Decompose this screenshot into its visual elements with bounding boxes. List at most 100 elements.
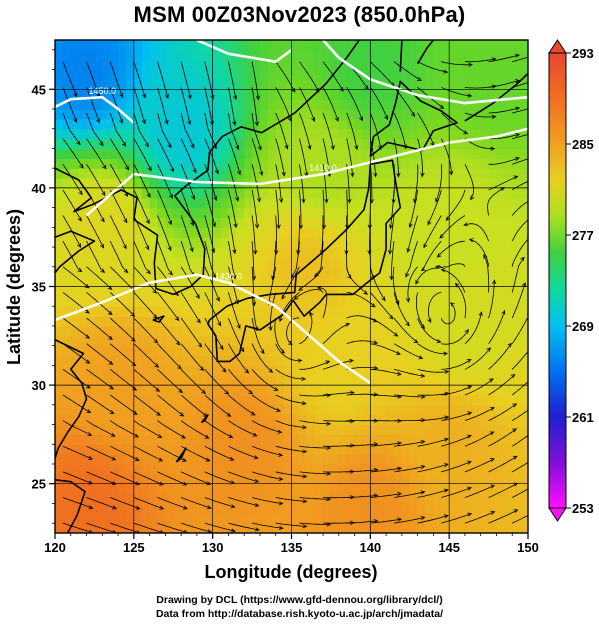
field-cell — [102, 513, 111, 524]
field-cell — [220, 247, 230, 258]
field-cell — [386, 40, 395, 51]
field-cell — [346, 463, 356, 475]
field-cell — [330, 503, 340, 514]
field-cell — [141, 118, 151, 130]
field-cell — [110, 49, 119, 61]
field-cell — [125, 523, 135, 533]
field-cell — [512, 454, 521, 465]
field-cell — [86, 335, 96, 347]
field-cell — [125, 40, 135, 51]
field-cell — [425, 256, 434, 268]
field-cell — [512, 40, 521, 51]
field-cell — [457, 345, 466, 357]
field-cell — [252, 40, 261, 51]
field-cell — [362, 463, 371, 475]
streamline — [405, 240, 418, 277]
streamline — [157, 445, 187, 462]
field-cell — [378, 424, 387, 435]
field-cell — [504, 168, 513, 179]
field-cell — [472, 483, 482, 495]
field-cell — [283, 148, 293, 159]
field-cell — [141, 59, 151, 71]
field-cell — [125, 345, 135, 357]
field-cell — [362, 79, 371, 90]
field-cell — [307, 59, 316, 71]
field-cell — [165, 276, 174, 288]
field-cell — [346, 237, 356, 248]
field-cell — [315, 365, 324, 376]
field-cell — [417, 355, 427, 366]
field-cell — [267, 523, 277, 533]
field-cell — [504, 227, 513, 238]
field-cell — [165, 89, 174, 100]
field-cell — [449, 247, 458, 258]
streamline-arrowhead — [296, 250, 301, 256]
field-cell — [283, 296, 293, 307]
field-cell — [496, 49, 505, 61]
field-cell — [181, 316, 190, 327]
streamline-arrowhead — [490, 484, 496, 489]
field-cell — [110, 473, 119, 485]
field-cell — [512, 365, 521, 376]
field-cell — [94, 513, 103, 524]
field-cell — [362, 424, 371, 435]
field-cell — [362, 365, 371, 376]
streamline-arrowhead — [134, 457, 140, 462]
field-cell — [181, 483, 190, 495]
field-cell — [189, 49, 198, 61]
streamline-arrowhead — [107, 285, 113, 290]
field-cell — [330, 148, 340, 159]
streamline-arrowhead — [87, 432, 93, 436]
field-cell — [457, 128, 466, 140]
field-cell — [307, 128, 316, 140]
field-cell — [386, 79, 395, 90]
field-cell — [212, 118, 222, 130]
field-cell — [283, 158, 293, 169]
field-cell — [228, 306, 237, 317]
field-cell — [315, 424, 324, 435]
field-cell — [307, 355, 316, 366]
field-cell — [409, 158, 419, 169]
field-cell — [189, 463, 198, 475]
streamline — [370, 467, 402, 473]
streamline-arrowhead — [347, 198, 352, 204]
field-cell — [165, 306, 174, 317]
field-cell — [291, 454, 300, 465]
field-cell — [189, 434, 198, 445]
field-cell — [149, 375, 159, 386]
streamline — [393, 368, 425, 377]
field-cell — [433, 523, 442, 533]
field-cell — [78, 40, 88, 51]
field-cell — [275, 355, 285, 366]
field-cell — [425, 128, 434, 140]
field-cell — [204, 49, 214, 61]
field-cell — [504, 454, 513, 465]
field-cell — [299, 394, 308, 406]
field-cell — [346, 325, 356, 337]
field-cell — [283, 99, 293, 110]
field-cell — [165, 158, 174, 169]
field-cell — [94, 256, 103, 268]
streamline — [441, 385, 472, 396]
field-cell — [125, 118, 135, 130]
streamline-arrowhead — [420, 515, 426, 521]
streamline-arrowhead — [371, 303, 376, 308]
field-cell — [181, 325, 190, 337]
streamline — [370, 442, 402, 447]
streamline — [441, 487, 472, 498]
streamline-arrowhead — [124, 165, 130, 171]
field-cell — [189, 79, 198, 90]
field-cell — [409, 335, 419, 347]
field-cell — [520, 513, 528, 524]
field-cell — [504, 178, 513, 189]
field-cell — [433, 89, 442, 100]
field-cell — [204, 473, 214, 485]
field-cell — [181, 227, 190, 238]
streamline — [416, 292, 425, 329]
field-cell — [386, 365, 395, 376]
field-cell — [433, 227, 442, 238]
field-cell — [409, 306, 419, 317]
field-cell — [488, 227, 498, 238]
field-cell — [386, 276, 395, 288]
field-cell — [165, 128, 174, 140]
